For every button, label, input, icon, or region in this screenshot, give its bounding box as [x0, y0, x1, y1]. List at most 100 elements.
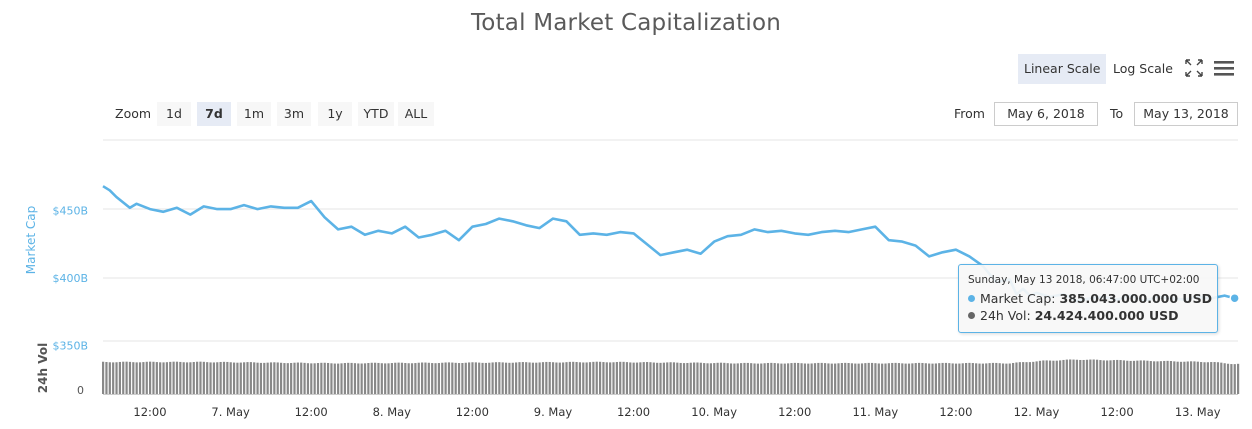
- volume-bar: [928, 363, 931, 394]
- highlighted-point[interactable]: [1229, 292, 1240, 304]
- volume-bar: [508, 362, 511, 394]
- volume-bar: [944, 362, 948, 394]
- volume-bar: [471, 362, 474, 394]
- volume-bar: [756, 363, 760, 394]
- volume-bar: [837, 363, 840, 394]
- log-scale-button[interactable]: Log Scale: [1113, 61, 1173, 76]
- volume-bar: [914, 363, 917, 394]
- volume-bar: [901, 363, 904, 394]
- volume-bar: [138, 362, 142, 394]
- x-tick-label: 12:00: [133, 405, 166, 419]
- volume-bar: [1116, 359, 1119, 394]
- volume-bar: [323, 362, 326, 394]
- volume-bar: [773, 363, 776, 394]
- x-tick-label: 12:00: [1101, 405, 1134, 419]
- x-tick-label: 12:00: [295, 405, 328, 419]
- volume-bar: [1179, 361, 1183, 394]
- volume-bar: [954, 363, 958, 394]
- linear-scale-button[interactable]: Linear Scale: [1018, 54, 1107, 84]
- volume-bar: [202, 361, 205, 394]
- zoom-7d-button[interactable]: 7d: [197, 102, 231, 126]
- zoom-all-button[interactable]: ALL: [398, 102, 434, 126]
- volume-bar: [1015, 362, 1018, 394]
- volume-bar: [229, 362, 232, 394]
- volume-bar: [1142, 360, 1146, 394]
- volume-bar: [444, 362, 447, 394]
- volume-bar: [279, 362, 283, 394]
- volume-bar: [716, 362, 719, 394]
- volume-bar: [659, 362, 662, 394]
- volume-bar: [316, 363, 320, 394]
- tooltip-volume-value: 24.424.400.000 USD: [1034, 308, 1179, 323]
- volume-bar: [813, 363, 817, 394]
- volume-bar: [276, 362, 279, 394]
- volume-bar: [1210, 362, 1213, 394]
- volume-bar: [313, 363, 316, 394]
- volume-bar: [155, 362, 158, 394]
- volume-bar: [572, 361, 575, 394]
- zoom-1d-button[interactable]: 1d: [157, 102, 191, 126]
- to-date-input[interactable]: May 13, 2018: [1134, 102, 1238, 126]
- volume-bar: [417, 362, 420, 394]
- volume-bar: [713, 363, 716, 394]
- volume-bar: [1018, 362, 1021, 394]
- volume-bar: [891, 362, 894, 394]
- volume-bar: [622, 361, 625, 394]
- fullscreen-icon[interactable]: [1184, 58, 1204, 78]
- volume-bar: [998, 363, 1001, 394]
- volume-bar: [1136, 360, 1139, 394]
- volume-bar: [1048, 360, 1052, 394]
- volume-bar: [1200, 362, 1203, 394]
- volume-tick-label: 0: [77, 384, 84, 397]
- volume-bar: [770, 362, 773, 394]
- zoom-3m-button[interactable]: 3m: [277, 102, 311, 126]
- volume-bar: [699, 362, 702, 394]
- x-tick-label: 13. May: [1175, 405, 1221, 419]
- volume-bar: [676, 362, 679, 394]
- volume-bar: [743, 362, 746, 394]
- volume-bar: [820, 362, 823, 394]
- volume-bar: [115, 362, 118, 394]
- volume-bar: [881, 363, 884, 394]
- volume-bar: [847, 363, 850, 394]
- zoom-ytd-button[interactable]: YTD: [358, 102, 394, 126]
- volume-bar: [736, 363, 739, 394]
- zoom-1y-button[interactable]: 1y: [318, 102, 352, 126]
- chart-title: Total Market Capitalization: [470, 10, 782, 36]
- volume-bar: [216, 362, 219, 394]
- volume-bar: [451, 362, 454, 394]
- volume-bar: [350, 362, 353, 394]
- volume-bar: [723, 362, 726, 394]
- volume-bar: [625, 362, 629, 394]
- volume-bar: [1106, 360, 1109, 394]
- tooltip-row-market-cap: Market Cap: 385.043.000.000 USD: [968, 291, 1212, 306]
- volume-bar: [283, 363, 286, 394]
- volume-bar: [326, 362, 330, 394]
- volume-bar: [551, 362, 555, 394]
- from-date-input[interactable]: May 6, 2018: [994, 102, 1098, 126]
- volume-bar: [384, 363, 387, 394]
- hamburger-menu-icon[interactable]: [1213, 58, 1235, 78]
- volume-bar: [615, 361, 618, 394]
- x-tick-label: 7. May: [211, 405, 250, 419]
- volume-bar: [575, 361, 578, 394]
- volume-bar: [1082, 359, 1085, 394]
- volume-bar: [290, 362, 293, 394]
- volume-bar: [746, 362, 749, 394]
- volume-bar: [102, 361, 105, 394]
- volume-bar: [726, 363, 729, 394]
- volume-bar: [431, 363, 434, 394]
- x-tick-label: 12:00: [778, 405, 811, 419]
- volume-bar: [484, 362, 488, 394]
- data-tooltip: Sunday, May 13 2018, 06:47:00 UTC+02:00 …: [958, 264, 1218, 333]
- volume-bar: [488, 362, 491, 394]
- volume-bar: [585, 362, 588, 394]
- volume-bar: [797, 362, 800, 394]
- x-tick-label: 12:00: [617, 405, 650, 419]
- volume-bar: [421, 362, 424, 394]
- zoom-1m-button[interactable]: 1m: [237, 102, 271, 126]
- volume-bar: [1062, 359, 1065, 394]
- volume-bar: [907, 363, 911, 394]
- volume-bar: [105, 361, 108, 394]
